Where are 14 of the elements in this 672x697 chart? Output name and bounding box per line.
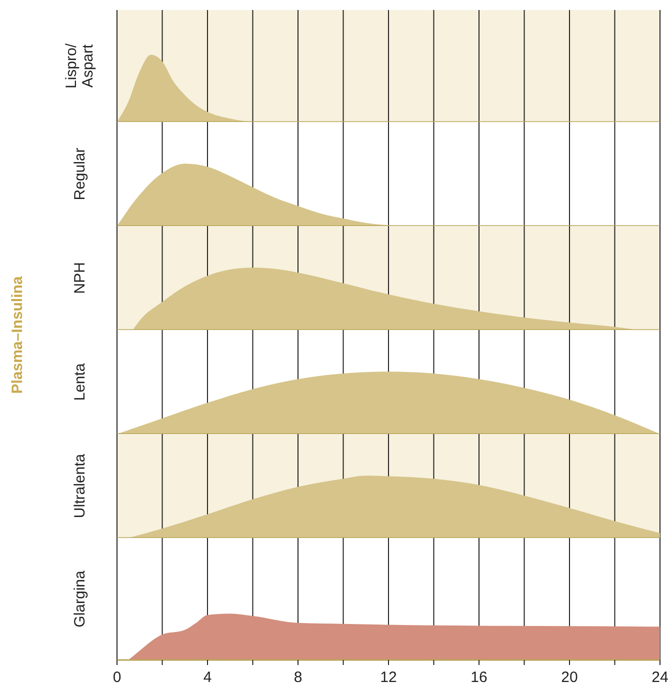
y-axis-title: NPH (71, 262, 88, 294)
x-tick-label: 24 (652, 669, 668, 686)
y-axis-title: Lenta (71, 362, 88, 401)
y-axis-title: Glargina (71, 570, 88, 628)
x-tick-label: 8 (294, 669, 302, 686)
y-axis-title: Lispro/ Aspart (63, 42, 96, 89)
y-axis-title: Regular (71, 148, 88, 200)
y-axis-title: Ultralenta (71, 453, 88, 518)
x-tick-label: 20 (561, 669, 578, 686)
x-tick-label: 16 (470, 669, 488, 686)
x-tick-label: 12 (380, 669, 397, 686)
text: Plasma–Insulina (9, 276, 26, 394)
x-tick-label: 0 (112, 669, 122, 686)
x-tick-label: 4 (203, 669, 212, 686)
